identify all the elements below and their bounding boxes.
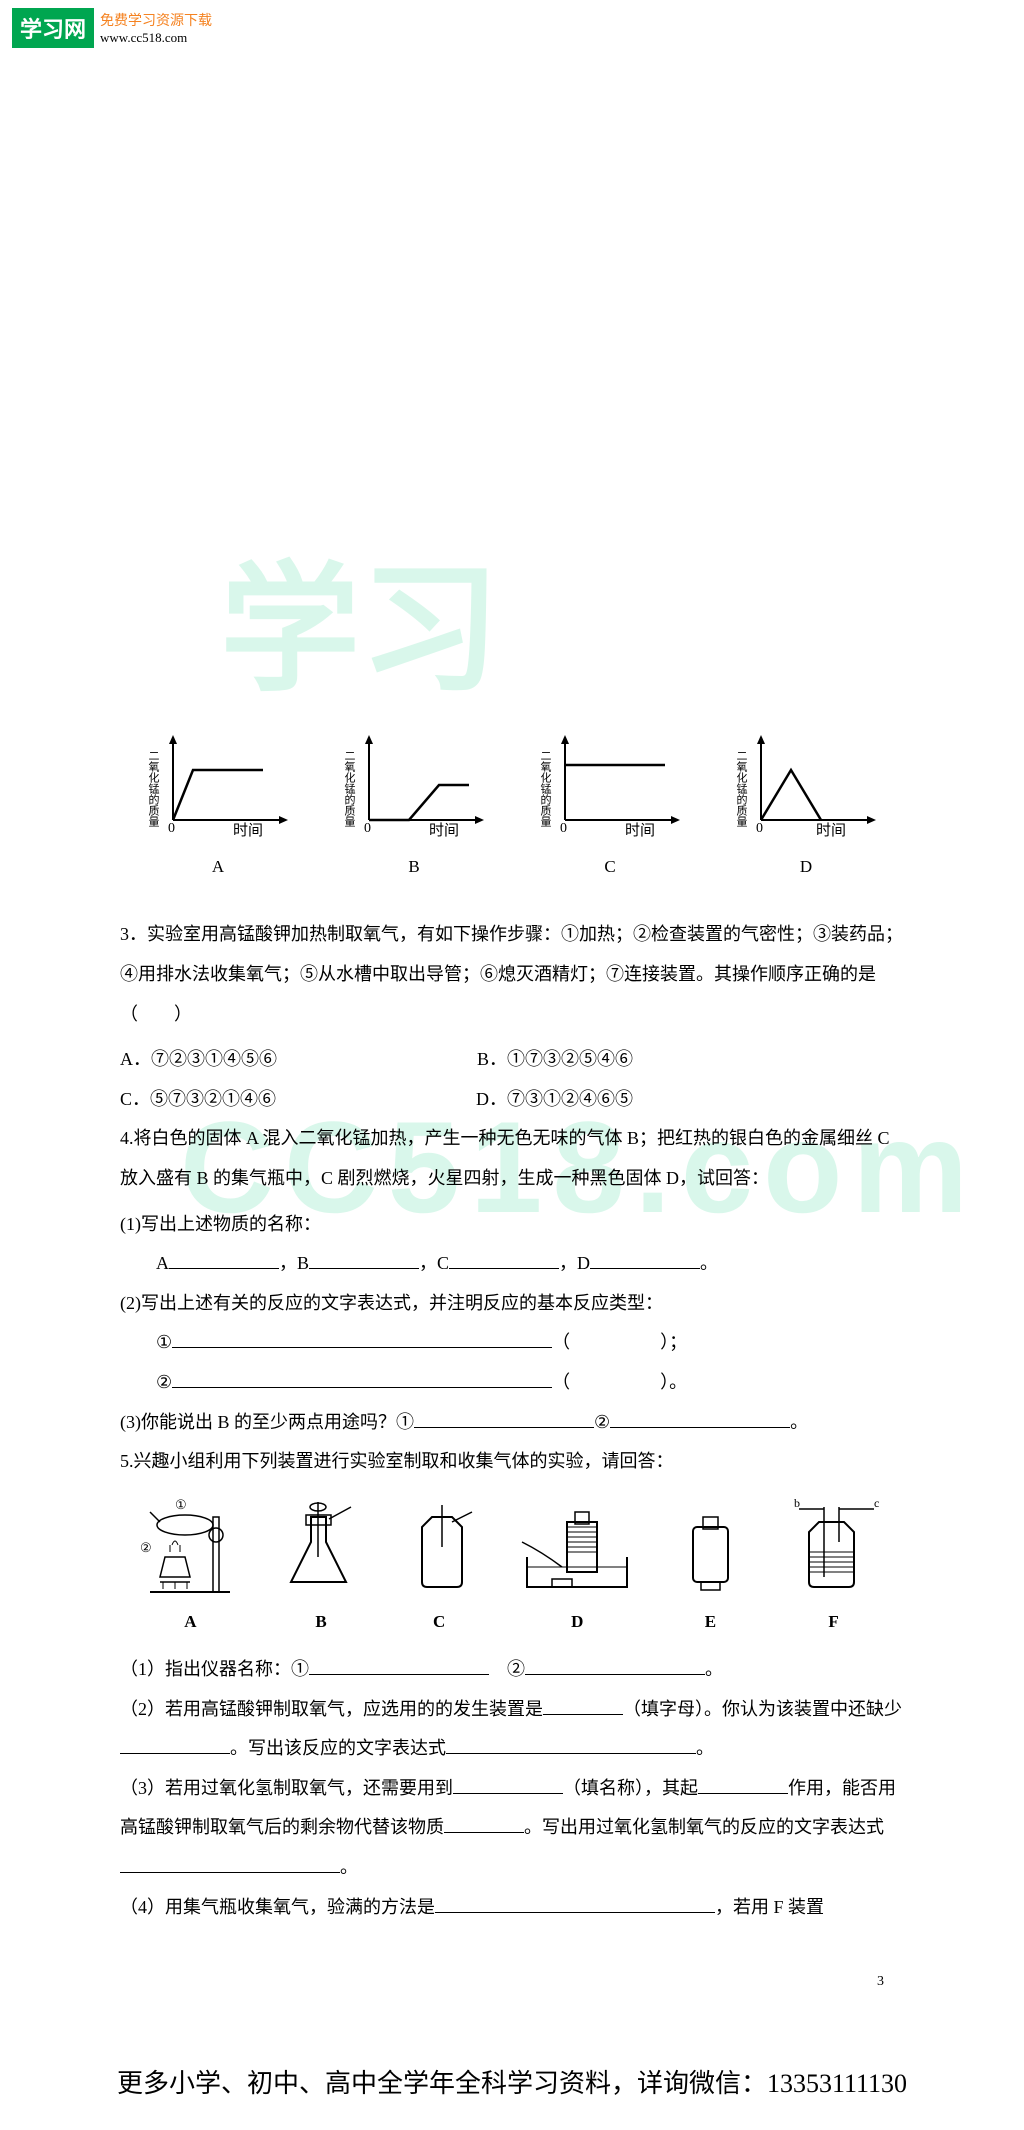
question-3: 3．实验室用高锰酸钾加热制取氧气，有如下操作步骤：①加热；②检查装置的气密性；③… <box>120 915 904 1034</box>
q4-sub3-end: 。 <box>790 1412 808 1432</box>
apparatus-d: D <box>512 1497 642 1640</box>
svg-text:②: ② <box>140 1540 152 1555</box>
question-4: 4.将白色的固体 A 混入二氧化锰加热，产生一种无色无味的气体 B；把红热的银白… <box>120 1119 904 1198</box>
page-number: 3 <box>120 1967 904 1998</box>
apparatus-c-label: C <box>433 1603 445 1640</box>
apparatus-b-label: B <box>315 1603 326 1640</box>
chart-a-label: A <box>212 848 224 885</box>
svg-text:0: 0 <box>560 821 567 836</box>
apparatus-f: b c F <box>779 1497 889 1640</box>
apparatus-a-label: A <box>184 1603 196 1640</box>
q4-sub2-line2: ② （ ）。 <box>120 1363 904 1403</box>
svg-text:时间: 时间 <box>233 822 263 839</box>
svg-text:时间: 时间 <box>816 822 846 839</box>
chart-d-svg: 二氧化锰的质量 0 时间 <box>731 730 881 840</box>
logo-url: www.cc518.com <box>100 30 212 46</box>
q5-sub2-end: 。 <box>696 1738 714 1758</box>
q4-sub3-prefix: (3)你能说出 B 的至少两点用途吗？① <box>120 1412 414 1432</box>
svg-text:c: c <box>874 1497 879 1510</box>
chart-b: 二氧化锰的质量 0 时间 B <box>339 730 489 885</box>
chart-a: 二氧化锰的质量 0 时间 A <box>143 730 293 885</box>
svg-text:时间: 时间 <box>625 822 655 839</box>
q3-opt-c: C．⑤⑦③②①④⑥ <box>120 1080 276 1120</box>
svg-text:0: 0 <box>168 821 175 836</box>
q5-sub3-mid3: 。写出用过氧化氢制氧气的反应的文字表达式 <box>524 1817 884 1837</box>
apparatus-d-svg <box>512 1497 642 1597</box>
q4-sub1-blanks: A，B，C，D。 <box>120 1244 904 1284</box>
q5-sub4-prefix: （4）用集气瓶收集氧气，验满的方法是 <box>120 1897 435 1917</box>
logo-text: 学习网 <box>12 8 94 48</box>
apparatus-b-svg <box>276 1497 366 1597</box>
q3-options-row1: A．⑦②③①④⑤⑥ B．①⑦③②⑤④⑥ <box>120 1040 904 1080</box>
q4-sub3-mid: ② <box>594 1412 610 1432</box>
apparatus-e: E <box>673 1497 748 1640</box>
apparatus-e-svg <box>673 1497 748 1597</box>
q5-sub1: （1）指出仪器名称：① ② 。 <box>120 1650 904 1690</box>
chart-c-label: C <box>604 848 615 885</box>
logo-subtitle-group: 免费学习资源下载 www.cc518.com <box>100 10 212 46</box>
q4-sub3: (3)你能说出 B 的至少两点用途吗？① ② 。 <box>120 1403 904 1443</box>
page-content: 学习 CC518.com 二氧化锰的质量 0 时间 A 二氧化锰的质量 <box>0 56 1024 2038</box>
apparatus-a: ① ② A <box>135 1497 245 1640</box>
q4-sub2-1-end: （ ）； <box>552 1332 687 1352</box>
site-header: 学习网 免费学习资源下载 www.cc518.com <box>0 0 1024 56</box>
apparatus-c: C <box>397 1497 482 1640</box>
chart-c: 二氧化锰的质量 0 时间 C <box>535 730 685 885</box>
chart-a-svg: 二氧化锰的质量 0 时间 <box>143 730 293 840</box>
q5-sub1-prefix: （1）指出仪器名称：① <box>120 1659 309 1679</box>
q5-sub2-mid: （填字母）。你认为该装置中还缺少 <box>623 1699 902 1719</box>
apparatus-f-label: F <box>828 1603 838 1640</box>
q5-sub4: （4）用集气瓶收集氧气，验满的方法是 ，若用 F 装置 <box>120 1888 904 1928</box>
q4-sub1: (1)写出上述物质的名称： <box>120 1205 904 1245</box>
q5-sub2-mid2: 。写出该反应的文字表达式 <box>230 1738 446 1758</box>
chart-d: 二氧化锰的质量 0 时间 D <box>731 730 881 885</box>
q5-sub3-end: 。 <box>340 1857 358 1877</box>
q4-sub2-1-prefix: ① <box>156 1332 172 1352</box>
apparatus-row: ① ② A <box>120 1497 904 1640</box>
apparatus-b: B <box>276 1497 366 1640</box>
q5-sub1-end: 。 <box>705 1659 723 1679</box>
apparatus-a-svg: ① ② <box>135 1497 245 1597</box>
svg-text:时间: 时间 <box>429 822 459 839</box>
q4-sub2-line1: ① （ ）； <box>120 1323 904 1363</box>
q4-sub2-2-end: （ ）。 <box>552 1372 687 1392</box>
svg-text:①: ① <box>175 1497 187 1512</box>
q5-sub2: （2）若用高锰酸钾制取氧气，应选用的的发生装置是 （填字母）。你认为该装置中还缺少… <box>120 1690 904 1769</box>
q4-sub2-2-prefix: ② <box>156 1372 172 1392</box>
svg-text:二氧化锰的质量: 二氧化锰的质量 <box>147 750 160 827</box>
footer-text: 更多小学、初中、高中全学年全科学习资料，详询微信：13353111130 <box>0 2038 1024 2130</box>
logo-subtitle: 免费学习资源下载 <box>100 10 212 30</box>
apparatus-d-label: D <box>571 1603 583 1640</box>
q5-sub3: （3）若用过氧化氢制取氧气，还需要用到（填名称），其起作用，能否用高锰酸钾制取氧… <box>120 1769 904 1888</box>
q3-opt-d: D．⑦③①②④⑥⑤ <box>476 1080 633 1120</box>
svg-text:0: 0 <box>756 821 763 836</box>
question-5: 5.兴趣小组利用下列装置进行实验室制取和收集气体的实验，请回答： <box>120 1442 904 1482</box>
q5-sub3-mid: （填名称），其起 <box>563 1778 698 1798</box>
svg-text:0: 0 <box>364 821 371 836</box>
apparatus-f-svg: b c <box>779 1497 889 1597</box>
chart-b-label: B <box>408 848 419 885</box>
svg-text:二氧化锰的质量: 二氧化锰的质量 <box>539 750 552 827</box>
chart-c-svg: 二氧化锰的质量 0 时间 <box>535 730 685 840</box>
q5-sub4-end: ，若用 F 装置 <box>715 1897 824 1917</box>
q5-sub2-prefix: （2）若用高锰酸钾制取氧气，应选用的的发生装置是 <box>120 1699 543 1719</box>
q4-sub2: (2)写出上述有关的反应的文字表达式，并注明反应的基本反应类型： <box>120 1284 904 1324</box>
svg-text:二氧化锰的质量: 二氧化锰的质量 <box>735 750 748 827</box>
chart-d-label: D <box>800 848 812 885</box>
chart-b-svg: 二氧化锰的质量 0 时间 <box>339 730 489 840</box>
apparatus-e-label: E <box>705 1603 716 1640</box>
q5-sub1-mid: ② <box>489 1659 525 1679</box>
q3-opt-b: B．①⑦③②⑤④⑥ <box>477 1040 633 1080</box>
apparatus-c-svg <box>397 1497 482 1597</box>
q3-options-row2: C．⑤⑦③②①④⑥ D．⑦③①②④⑥⑤ <box>120 1080 904 1120</box>
q3-opt-a: A．⑦②③①④⑤⑥ <box>120 1040 277 1080</box>
svg-text:b: b <box>794 1497 800 1510</box>
charts-row: 二氧化锰的质量 0 时间 A 二氧化锰的质量 0 时间 <box>120 730 904 885</box>
q5-sub3-prefix: （3）若用过氧化氢制取氧气，还需要用到 <box>120 1778 453 1798</box>
svg-text:二氧化锰的质量: 二氧化锰的质量 <box>343 750 356 827</box>
